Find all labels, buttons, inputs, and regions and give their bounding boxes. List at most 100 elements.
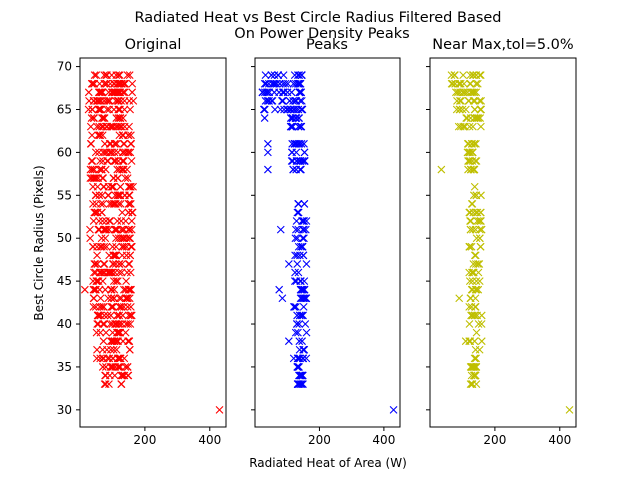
data-point-marker [126,268,135,277]
data-point-marker [127,311,136,320]
data-point-marker [470,371,478,380]
data-point-marker [125,337,134,346]
data-point-marker [296,242,305,251]
data-point-marker [263,88,272,97]
data-point-marker [99,354,108,363]
data-point-marker [472,79,481,88]
data-point-marker [127,139,136,148]
data-point-marker [289,97,297,105]
data-point-marker [86,174,95,183]
data-point-marker [99,302,108,311]
data-point-marker [300,217,308,225]
data-point-marker [297,371,306,380]
data-point-marker [297,311,306,320]
data-point-marker [122,242,131,251]
data-point-marker [124,285,133,294]
data-point-marker [100,97,109,105]
data-point-marker [260,79,269,88]
data-point-marker [107,285,116,294]
data-point-marker [113,354,122,363]
data-point-marker [121,79,129,88]
data-point-marker [283,88,292,97]
data-point-marker [455,97,464,105]
subplot-title-original: Original [125,37,182,53]
data-point-marker [104,88,113,97]
data-point-marker [111,157,120,165]
data-point-marker [113,217,122,225]
data-point-marker [466,157,475,165]
data-point-marker [452,88,460,97]
data-point-marker [101,148,109,157]
data-point-marker [451,79,459,88]
data-point-marker [471,345,480,354]
data-point-marker [92,285,100,294]
data-point-marker [468,311,477,320]
data-point-marker [300,148,309,157]
subplot-0: 200 400 30 35 40 45 50 55 60 65 70 [57,57,227,447]
data-point-marker [124,225,133,234]
data-point-marker [264,165,272,174]
data-point-marker [297,88,305,97]
data-point-marker [279,71,288,80]
data-point-marker [91,148,100,157]
data-point-marker [466,380,475,388]
data-point-marker [112,277,121,286]
data-point-marker [126,251,135,260]
data-point-marker [268,97,277,105]
data-point-marker [112,114,121,122]
data-point-marker [103,268,112,277]
data-point-marker [118,251,127,260]
data-point-marker [121,328,130,337]
data-point-marker [109,182,118,191]
data-point-marker [115,71,124,80]
data-point-marker [97,199,105,208]
data-point-marker [460,79,468,88]
data-point-marker [90,260,99,268]
data-point-marker [127,217,136,225]
data-point-marker [466,165,475,174]
data-point-marker [466,225,475,234]
data-point-marker [476,242,485,251]
data-point-marker [96,328,105,337]
data-point-marker [467,380,476,388]
data-point-marker [264,148,272,157]
data-point-marker [100,268,109,277]
y-tick-label: 70 [57,60,72,74]
data-point-marker [457,97,465,105]
data-point-marker [293,251,302,260]
data-point-marker [473,114,482,122]
data-point-marker [119,148,128,157]
data-point-marker [291,234,300,243]
data-point-marker [87,114,96,122]
data-point-marker [114,328,123,337]
data-point-marker [292,302,300,311]
data-point-marker [101,285,110,294]
data-point-marker [470,251,479,260]
data-point-marker [94,225,103,234]
data-point-marker [89,302,98,311]
data-point-marker [283,79,292,88]
data-point-marker [102,122,111,131]
x-tick-label: 200 [308,433,331,447]
data-point-marker [86,234,95,243]
data-point-marker [90,79,99,88]
data-point-marker [284,337,293,346]
data-point-marker [124,311,133,320]
data-point-marker [116,105,124,114]
data-point-marker [472,88,481,97]
data-point-marker [123,294,132,303]
data-point-marker [461,337,470,346]
data-point-marker [117,371,126,380]
data-point-marker [302,260,311,268]
data-point-marker [475,225,484,234]
data-point-marker [295,311,304,320]
data-point-marker [260,114,269,122]
data-point-marker [297,285,306,294]
data-point-marker [292,225,300,234]
data-point-marker [113,97,122,105]
data-point-marker [98,363,107,371]
data-point-marker [99,148,107,157]
plot-frame [429,57,577,428]
data-point-marker [100,260,109,268]
